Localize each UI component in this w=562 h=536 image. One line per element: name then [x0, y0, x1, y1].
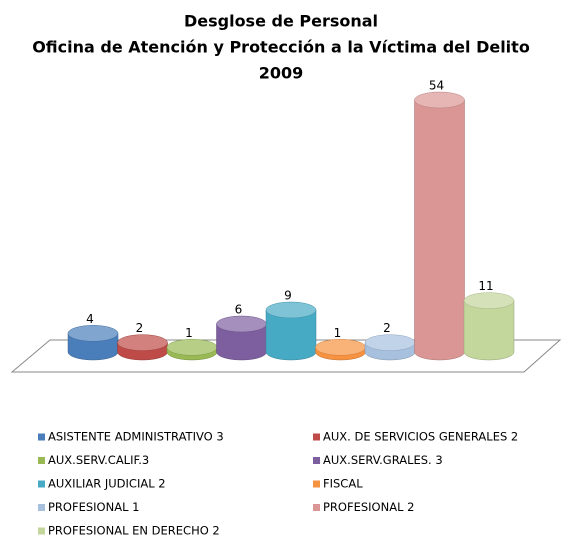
legend-swatch — [38, 433, 45, 441]
legend-label: PROFESIONAL 2 — [323, 500, 414, 514]
bar-top — [265, 301, 317, 319]
legend-swatch — [38, 480, 45, 488]
data-label: 4 — [86, 312, 94, 326]
legend-swatch — [313, 504, 320, 511]
legend-label: AUX. DE SERVICIOS GENERALES 2 — [323, 430, 518, 444]
bar-top — [117, 334, 168, 351]
bar-body — [414, 99, 465, 361]
data-label: 1 — [185, 326, 193, 340]
chart-title: Oficina de Atención y Protección a la Ví… — [32, 38, 530, 57]
bar-top — [166, 339, 218, 356]
legend-label: AUXILIAR JUDICIAL 2 — [48, 477, 166, 491]
data-label: 6 — [235, 303, 243, 317]
data-label: 2 — [136, 321, 144, 335]
data-label: 11 — [478, 279, 493, 293]
legend-label: PROFESIONAL EN DERECHO 2 — [48, 524, 220, 536]
bar-top — [463, 292, 515, 309]
chart-title: Desglose de Personal — [184, 12, 378, 31]
data-label: 2 — [383, 321, 391, 335]
legend-swatch — [313, 433, 320, 441]
chart-title: 2009 — [259, 64, 304, 83]
bar-top — [315, 339, 366, 356]
legend-swatch — [313, 457, 320, 464]
legend-swatch — [38, 504, 45, 511]
legend-swatch — [38, 527, 45, 535]
legend-label: PROFESIONAL 1 — [48, 500, 139, 514]
legend-label: ASISTENTE ADMINISTRATIVO 3 — [48, 430, 224, 444]
data-label: 54 — [429, 79, 444, 93]
bar-body — [463, 300, 515, 361]
bar-top — [364, 334, 416, 351]
bar-top — [414, 91, 465, 109]
legend-label: FISCAL — [323, 477, 363, 491]
data-label: 1 — [334, 326, 342, 340]
legend-label: AUX.SERV.CALIF.3 — [48, 453, 149, 467]
legend-label: AUX.SERV.GRALES. 3 — [323, 453, 443, 467]
legend-swatch — [38, 457, 45, 464]
legend-swatch — [313, 480, 320, 488]
bar-top — [67, 325, 119, 342]
bar-top — [216, 315, 267, 333]
data-label: 9 — [284, 289, 292, 303]
